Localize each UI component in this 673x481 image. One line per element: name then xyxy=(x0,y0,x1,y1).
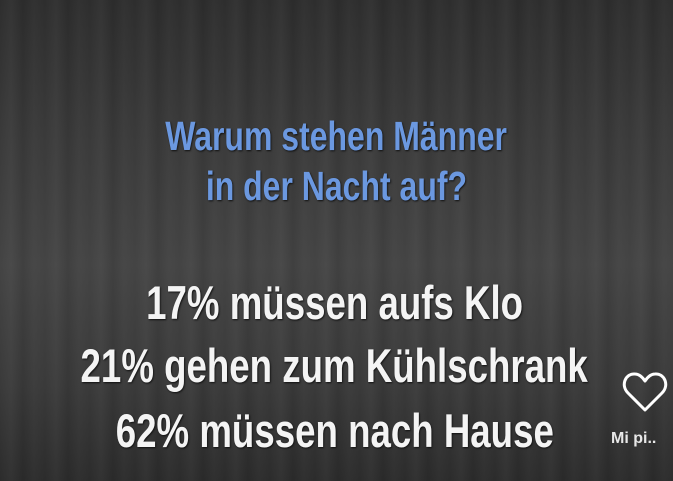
question-line-1: Warum stehen Männer xyxy=(165,113,508,159)
question-line-2: in der Nacht auf? xyxy=(205,163,468,209)
heart-icon[interactable] xyxy=(622,370,668,414)
like-label[interactable]: Mi pi.. xyxy=(611,430,657,447)
answer-line-1: 17% müssen aufs Klo xyxy=(146,276,523,329)
answer-line-2: 21% gehen zum Kühlschrank xyxy=(80,339,589,392)
answer-line-3: 62% müssen nach Hause xyxy=(115,404,554,457)
